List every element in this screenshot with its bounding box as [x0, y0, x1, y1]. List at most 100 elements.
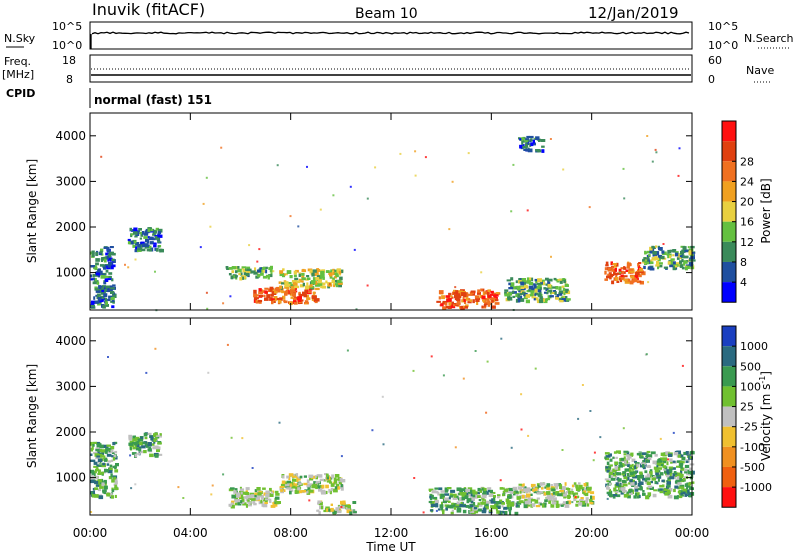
- station-title: Inuvik (fitACF): [92, 0, 205, 19]
- velocity-cell: [472, 494, 476, 498]
- power-cell: [141, 248, 146, 252]
- velocity-cell: [670, 461, 673, 464]
- power-cell: [520, 287, 526, 291]
- power-cell: [517, 294, 521, 298]
- velocity-cell: [571, 501, 574, 504]
- power-cell: [559, 300, 564, 303]
- power-cell: [333, 282, 336, 286]
- power-cell: [620, 274, 625, 277]
- velocity-cell: [519, 490, 522, 494]
- colorbar-swatch: [722, 241, 736, 262]
- velocity-cell: [623, 453, 627, 456]
- velocity-cell: [556, 493, 562, 497]
- power-cell: [455, 293, 461, 298]
- power-cell: [624, 281, 630, 284]
- velocity-cell: [503, 506, 508, 510]
- power-cell: [279, 285, 283, 289]
- power-cell: [303, 294, 308, 298]
- velocity-cell: [94, 481, 99, 485]
- velocity-cell: [522, 483, 525, 486]
- power-cell: [453, 304, 456, 307]
- power-cell: [139, 237, 142, 240]
- colorbar-swatch: [722, 466, 736, 488]
- velocity-cell: [306, 491, 309, 494]
- power-cell: [641, 270, 644, 274]
- velocity-cell: [582, 490, 586, 494]
- velocity-cell: [631, 468, 635, 471]
- velocity-cell: [154, 347, 157, 350]
- velocity-cell: [316, 509, 320, 512]
- power-cell: [96, 293, 101, 297]
- power-cell: [510, 284, 514, 288]
- velocity-cell: [533, 491, 537, 494]
- colorbar-swatch: [722, 487, 736, 508]
- velocity-cell: [92, 441, 97, 444]
- velocity-cell: [664, 492, 669, 496]
- velocity-cell: [435, 490, 439, 494]
- velocity-cell: [649, 469, 653, 472]
- velocity-cell: [115, 463, 119, 467]
- power-cell: [102, 304, 106, 309]
- power-cell: [655, 245, 658, 248]
- power-cell: [555, 279, 558, 282]
- power-cell: [615, 277, 619, 281]
- velocity-cell: [103, 480, 106, 484]
- velocity-cell: [319, 478, 325, 482]
- power-cell: [467, 301, 472, 304]
- velocity-cell: [684, 483, 688, 487]
- velocity-cell: [435, 503, 439, 508]
- velocity-cell: [632, 479, 635, 484]
- power-cell: [672, 249, 677, 253]
- velocity-cell: [303, 475, 307, 478]
- velocity-cell: [589, 410, 592, 412]
- velocity-cell: [319, 500, 322, 503]
- power-cell: [528, 282, 534, 286]
- power-cell: [526, 135, 530, 138]
- power-cell: [290, 283, 294, 286]
- power-cell: [144, 230, 150, 234]
- velocity-cell: [680, 465, 683, 469]
- power-cell: [338, 270, 342, 274]
- power-cell: [112, 293, 116, 297]
- velocity-cell: [578, 482, 581, 485]
- velocity-cell: [672, 473, 678, 477]
- power-cell: [279, 297, 283, 301]
- velocity-cell: [642, 492, 646, 496]
- colorbar-tick-label: -500: [740, 461, 765, 474]
- power-cell: [225, 266, 229, 269]
- velocity-cell: [522, 494, 528, 499]
- velocity-cell: [673, 471, 677, 475]
- velocity-cell: [612, 495, 616, 499]
- velocity-cell: [148, 446, 152, 449]
- velocity-cell: [575, 503, 579, 507]
- velocity-cell: [676, 450, 681, 455]
- velocity-cell: [413, 477, 416, 479]
- power-cell: [311, 272, 315, 277]
- power-cell: [154, 247, 157, 251]
- velocity-cell: [627, 476, 630, 481]
- velocity-cell: [567, 495, 571, 498]
- power-cell: [158, 245, 162, 248]
- power-cell: [538, 291, 542, 295]
- velocity-cell: [346, 509, 352, 514]
- power-cell: [315, 298, 320, 302]
- power-cell: [100, 258, 103, 261]
- power-cell: [481, 305, 487, 309]
- power-cell: [660, 255, 665, 260]
- power-cell: [683, 260, 686, 263]
- velocity-cell: [691, 481, 695, 484]
- velocity-cell: [666, 484, 671, 488]
- velocity-cell: [642, 462, 646, 466]
- velocity-cell: [265, 494, 270, 498]
- power-cell: [448, 301, 452, 306]
- velocity-cell: [479, 490, 482, 493]
- power-cell: [621, 270, 624, 274]
- power-cell: [549, 292, 553, 295]
- power-cell: [248, 244, 251, 247]
- velocity-cell: [473, 495, 478, 499]
- power-cell: [639, 270, 643, 274]
- velocity-cell: [632, 475, 638, 479]
- velocity-cell: [576, 500, 579, 503]
- power-cell: [109, 275, 112, 278]
